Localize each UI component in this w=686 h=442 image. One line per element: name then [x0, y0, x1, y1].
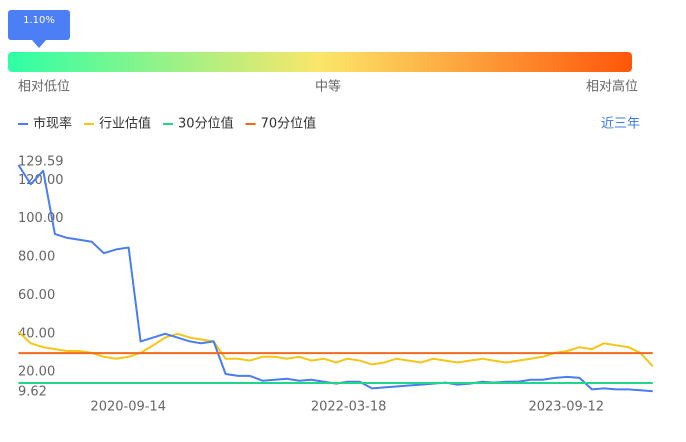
- gauge-bubble: [8, 10, 70, 40]
- y-tick-label: 40.00: [18, 326, 55, 341]
- x-tick-label: 2020-09-14: [90, 400, 166, 415]
- gauge-high-label: 相对高位: [586, 79, 638, 95]
- legend-label: 30分位值: [178, 116, 234, 132]
- gauge-pointer: [32, 40, 46, 48]
- gauge-low-label: 相对低位: [18, 80, 70, 95]
- y-tick-label: 60.00: [18, 288, 55, 303]
- legend-label: 市现率: [33, 116, 72, 132]
- legend: 市现率 行业估值 30分位值 70分位值: [18, 116, 316, 132]
- gauge-bar: [8, 52, 632, 72]
- y-tick-label: 20.00: [18, 365, 55, 380]
- x-tick-label: 2023-09-12: [528, 400, 604, 415]
- series-line: [17, 331, 654, 367]
- y-tick-label: 120.00: [18, 173, 64, 188]
- gauge-mid-label: 中等: [315, 79, 341, 95]
- gauge-value: 1.10%: [23, 15, 55, 26]
- y-tick-label: 80.00: [18, 250, 55, 265]
- legend-label: 70分位值: [261, 116, 317, 132]
- y-tick-label: 129.59: [18, 155, 64, 170]
- range-button[interactable]: 近三年: [601, 117, 640, 132]
- y-tick-label: 9.62: [18, 385, 47, 400]
- legend-label: 行业估值: [99, 116, 151, 132]
- y-tick-label: 100.00: [18, 211, 64, 226]
- x-tick-label: 2022-03-18: [311, 400, 387, 415]
